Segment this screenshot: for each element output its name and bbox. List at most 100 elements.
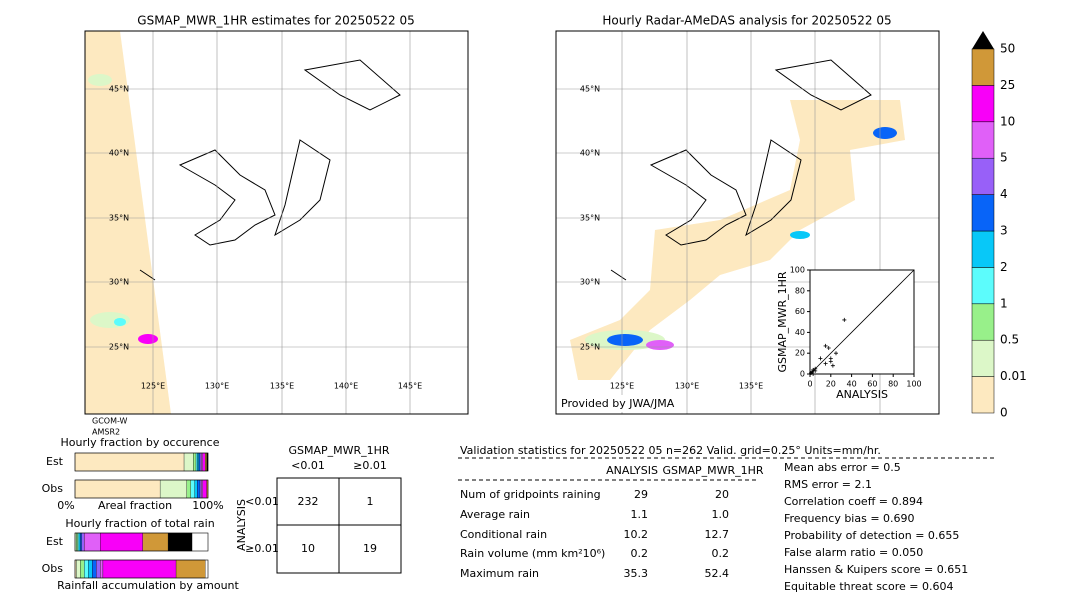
lat-label: 30°N [580, 278, 600, 287]
point [834, 351, 838, 356]
column-header: GSMAP_MWR_1HR [662, 464, 763, 477]
fraction-segment [88, 559, 93, 579]
colorbar-bin [971, 303, 995, 341]
stat-label: Maximum rain [460, 567, 539, 580]
credit: Provided by JWA/JMA [561, 397, 675, 410]
coastline [139, 59, 872, 281]
bar-frame [74, 532, 209, 552]
lon-label: 130°E [675, 382, 699, 391]
column-header: ANALYSIS [606, 464, 658, 477]
col-header: ≥0.01 [353, 459, 387, 472]
col-header: <0.01 [291, 459, 325, 472]
y-tick-label: 20 [795, 349, 805, 358]
fraction-segment [202, 452, 206, 472]
stat-value: 20 [715, 488, 729, 501]
fraction-segment [201, 452, 203, 472]
fraction-segment [159, 479, 187, 499]
stat-value: 52.4 [705, 567, 730, 580]
fraction-segment [205, 452, 207, 472]
fraction-segment [81, 532, 85, 552]
score: Equitable threat score = 0.604 [784, 580, 953, 593]
x-axis-label: ANALYSIS [836, 388, 888, 401]
colorbar-bin [971, 157, 995, 195]
point [811, 367, 816, 372]
stat-value: 10.2 [624, 528, 649, 541]
fraction-segment [84, 559, 89, 579]
colorbar-label: 4 [1000, 187, 1008, 201]
colorbar-label: 50 [1000, 42, 1015, 56]
y-tick-label: 60 [795, 307, 805, 316]
colorbar-label: 3 [1000, 224, 1008, 238]
diagonal [809, 269, 915, 375]
map-frame [555, 30, 940, 415]
colorbar-label: 0.01 [1000, 369, 1027, 383]
y-tick-label: 100 [790, 266, 805, 275]
point [813, 366, 818, 371]
stat-label: Average rain [460, 508, 530, 521]
point [823, 343, 828, 348]
colorbar-label: 10 [1000, 114, 1015, 128]
stat-label: Rain volume (mm km²10⁶) [460, 547, 605, 560]
fraction-segment [100, 559, 104, 579]
colorbar-bin [971, 230, 995, 268]
score: False alarm ratio = 0.050 [784, 546, 923, 559]
colorbar-bin [971, 194, 995, 232]
colorbar-label: 2 [1000, 260, 1008, 274]
fraction-segment [186, 479, 191, 499]
fraction-segment [201, 479, 203, 499]
fraction-segment [167, 532, 193, 552]
lat-label: 35°N [580, 214, 600, 223]
fraction-segment [78, 532, 81, 552]
bar-frame [74, 452, 209, 472]
axis-label: 0% [57, 499, 74, 512]
stat-value: 0.2 [712, 547, 730, 560]
stat-label: Conditional rain [460, 528, 547, 541]
colorbar-bin [971, 121, 995, 159]
colorbar-bin [971, 267, 995, 305]
fraction-title: Hourly fraction by occurence [61, 436, 220, 449]
row-header: ≥0.01 [245, 542, 279, 555]
table-cell: 232 [298, 495, 319, 508]
fraction-segment [197, 452, 199, 472]
lon-label: 145°E [398, 382, 422, 391]
colorbar-label: 25 [1000, 78, 1015, 92]
satellite-label: AMSR2 [92, 428, 120, 437]
score: Probability of detection = 0.655 [784, 529, 959, 542]
fraction-segment [195, 452, 198, 472]
fraction-segment [92, 559, 97, 579]
row-label: Obs [42, 562, 64, 575]
fraction-footer: Rainfall accumulation by amount [57, 579, 239, 592]
fraction-segment [202, 479, 207, 499]
score: Hanssen & Kuipers score = 0.651 [784, 563, 968, 576]
lat-label: 40°N [109, 149, 129, 158]
fraction-segment [76, 532, 78, 552]
fraction-segment [193, 452, 197, 472]
y-tick-label: 0 [800, 370, 805, 379]
axis-label: Areal fraction [98, 499, 172, 512]
score: Mean abs error = 0.5 [784, 461, 901, 474]
lat-label: 35°N [109, 214, 129, 223]
fraction-segment [198, 452, 201, 472]
fraction-segment [84, 532, 101, 552]
row-label: Est [46, 535, 64, 548]
fraction-segment [96, 559, 101, 579]
fraction-segment [80, 559, 85, 579]
fraction-title: Hourly fraction of total rain [65, 517, 214, 530]
colorbar-bin [971, 339, 995, 377]
row-header: <0.01 [245, 495, 279, 508]
point [830, 363, 835, 368]
bar-frame [74, 479, 209, 499]
point [842, 317, 847, 322]
colorbar-label: 0.5 [1000, 333, 1019, 347]
lon-label: 140°E [334, 382, 358, 391]
colorbar-bin [971, 85, 995, 123]
validation-header: Validation statistics for 20250522 05 n=… [460, 444, 881, 457]
fraction-segment [199, 479, 202, 499]
point [818, 356, 823, 361]
point [810, 369, 815, 374]
lon-label: 125°E [141, 382, 165, 391]
fraction-segment [76, 559, 81, 579]
fraction-segment [183, 452, 194, 472]
